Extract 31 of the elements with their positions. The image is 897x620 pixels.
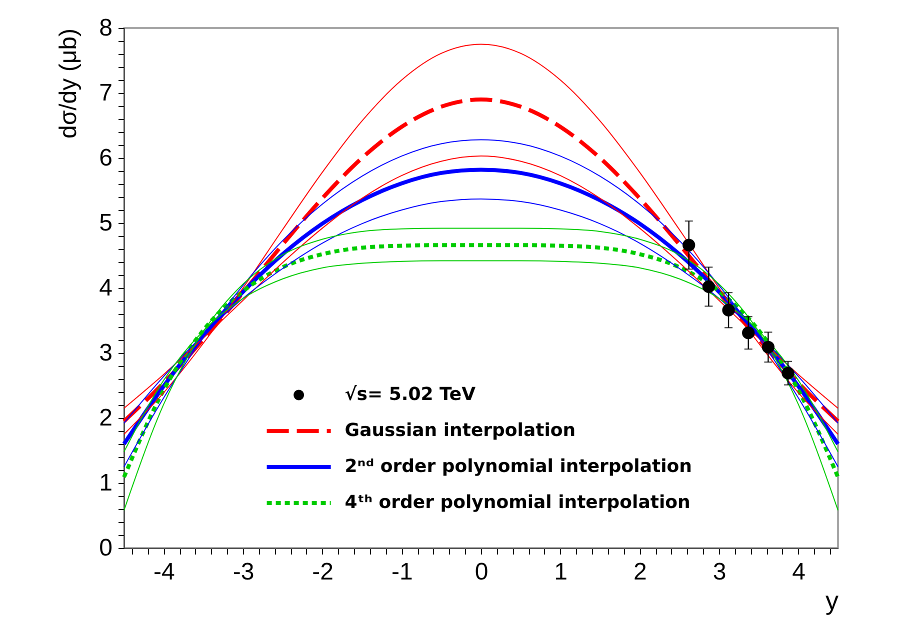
legend-label: 4ᵗʰ order polynomial interpolation [344, 492, 690, 513]
legend-label: √s= 5.02 TeV [344, 384, 476, 405]
y-tick-label: 3 [99, 340, 112, 366]
x-tick-label: 0 [474, 558, 488, 586]
point [682, 238, 696, 252]
x-axis-title: y [826, 586, 838, 616]
x-tick-label: -3 [232, 558, 254, 586]
legend-label: Gaussian interpolation [344, 420, 576, 441]
y-tick-label: 0 [99, 534, 112, 562]
x-tick-label: 4 [792, 558, 806, 586]
x-tick-label: -2 [312, 558, 334, 586]
line-series [124, 228, 838, 511]
y-tick-label: 2 [99, 404, 112, 432]
legend-label: 2ⁿᵈ order polynomial interpolation [344, 456, 692, 477]
x-tick-label: 1 [554, 558, 568, 586]
y-tick-label: 4 [99, 274, 112, 302]
x-tick-label: 2 [633, 558, 647, 586]
x-tick-label: -1 [391, 558, 413, 586]
point [762, 340, 775, 354]
x-tick-label: 3 [712, 558, 726, 586]
point [702, 280, 716, 294]
point [722, 304, 735, 316]
y-axis-title: dσ/dy (μb) [55, 28, 82, 139]
y-tick-label: 1 [99, 470, 112, 496]
y-tick-label: 5 [99, 210, 112, 236]
x-tick-label: -4 [153, 558, 175, 586]
y-tick-label: 8 [99, 14, 112, 42]
point [742, 326, 755, 340]
y-tick-label: 6 [99, 144, 112, 172]
point [782, 366, 794, 380]
y-tick-label: 7 [99, 80, 112, 106]
